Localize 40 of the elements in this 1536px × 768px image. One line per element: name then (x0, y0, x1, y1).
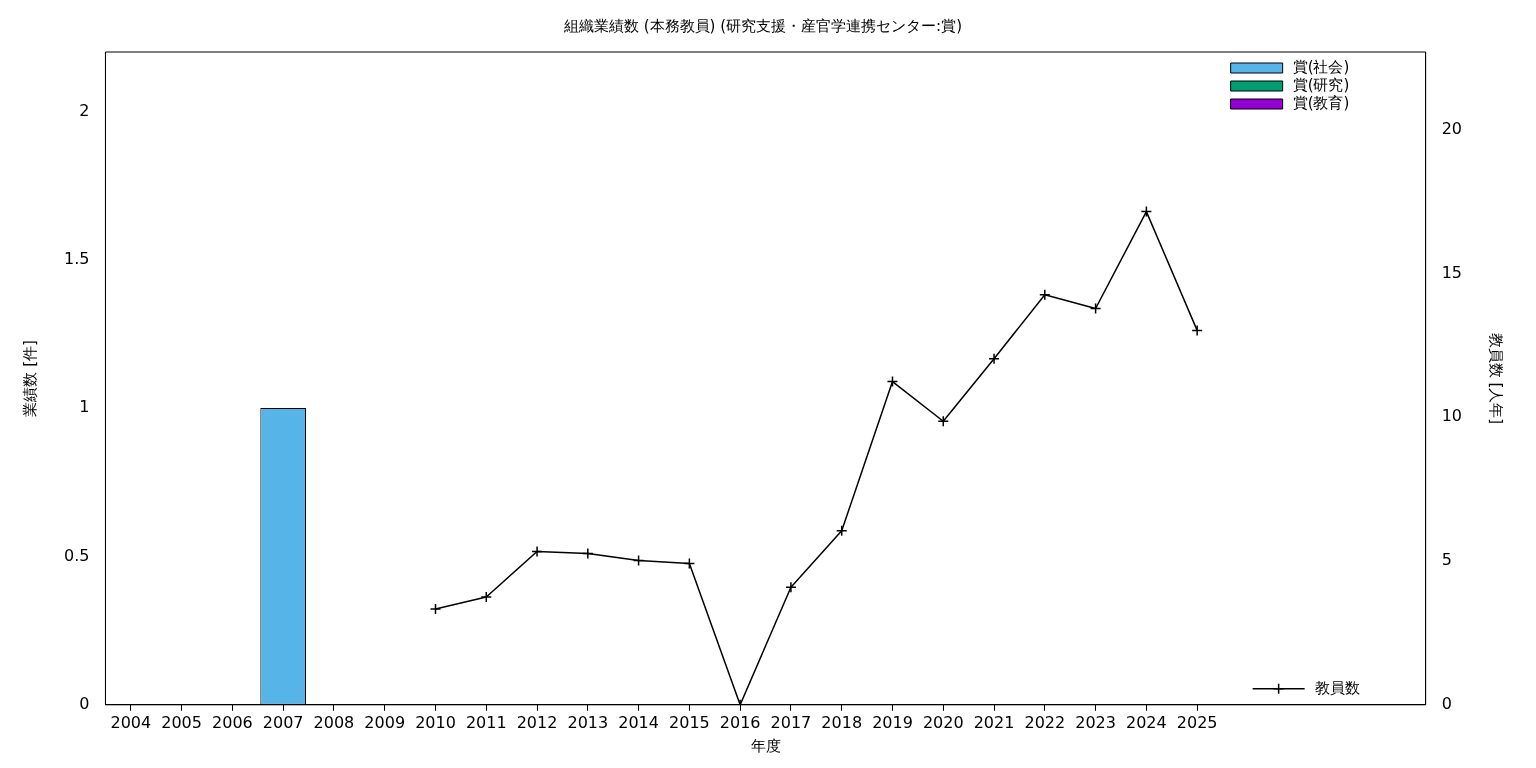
y2-tick-label: 10 (1441, 406, 1462, 426)
y-tick-label: 2 (79, 100, 90, 120)
x-tick-label: 2008 (313, 712, 355, 732)
x-tick-label: 2018 (821, 712, 863, 732)
y2-axis-title: 教員数 [人年] (1487, 332, 1506, 425)
x-tick-label: 2025 (1176, 712, 1218, 732)
x-tick-label: 2013 (567, 712, 609, 732)
legend-label: 賞(社会) (1292, 57, 1350, 76)
x-tick-label: 2019 (872, 712, 913, 732)
x-tick-label: 2011 (465, 712, 507, 732)
x-tick-label: 2020 (922, 712, 964, 732)
y2-tick-label: 5 (1441, 550, 1452, 570)
x-tick-label: 2009 (364, 712, 406, 732)
legend-label: 賞(教育) (1292, 93, 1350, 112)
x-tick-label: 2015 (669, 712, 710, 732)
y2-tick-label: 15 (1441, 262, 1462, 282)
x-axis-title: 年度 (750, 736, 781, 755)
x-tick-label: 2024 (1126, 712, 1167, 732)
y-tick-label: 0.5 (63, 545, 90, 565)
x-tick-label: 2010 (415, 712, 456, 732)
y2-tick-label: 0 (1441, 693, 1452, 713)
y-tick-label: 0 (79, 693, 90, 713)
y-axis-title: 業績数 [件] (20, 340, 39, 417)
x-tick-label: 2014 (618, 712, 659, 732)
x-tick-label: 2022 (1024, 712, 1066, 732)
x-tick-label: 2023 (1075, 712, 1116, 732)
x-tick-label: 2005 (161, 712, 202, 732)
y-tick-label: 1.5 (63, 248, 90, 268)
y-tick-label: 1 (79, 397, 90, 417)
y2-tick-label: 20 (1441, 118, 1462, 138)
x-tick-label: 2004 (110, 712, 152, 732)
x-tick-label: 2006 (212, 712, 253, 732)
x-tick-label: 2021 (973, 712, 1015, 732)
x-tick-label: 2007 (262, 712, 304, 732)
legend-label: 賞(研究) (1292, 75, 1350, 94)
x-tick-label: 2016 (719, 712, 761, 732)
chart-title: 組織業績数 (本務教員) (研究支援・産官学連携センター:賞) (563, 16, 962, 35)
x-tick-label: 2012 (516, 712, 558, 732)
legend-label: 教員数 (1314, 678, 1360, 697)
x-tick-label: 2017 (770, 712, 812, 732)
